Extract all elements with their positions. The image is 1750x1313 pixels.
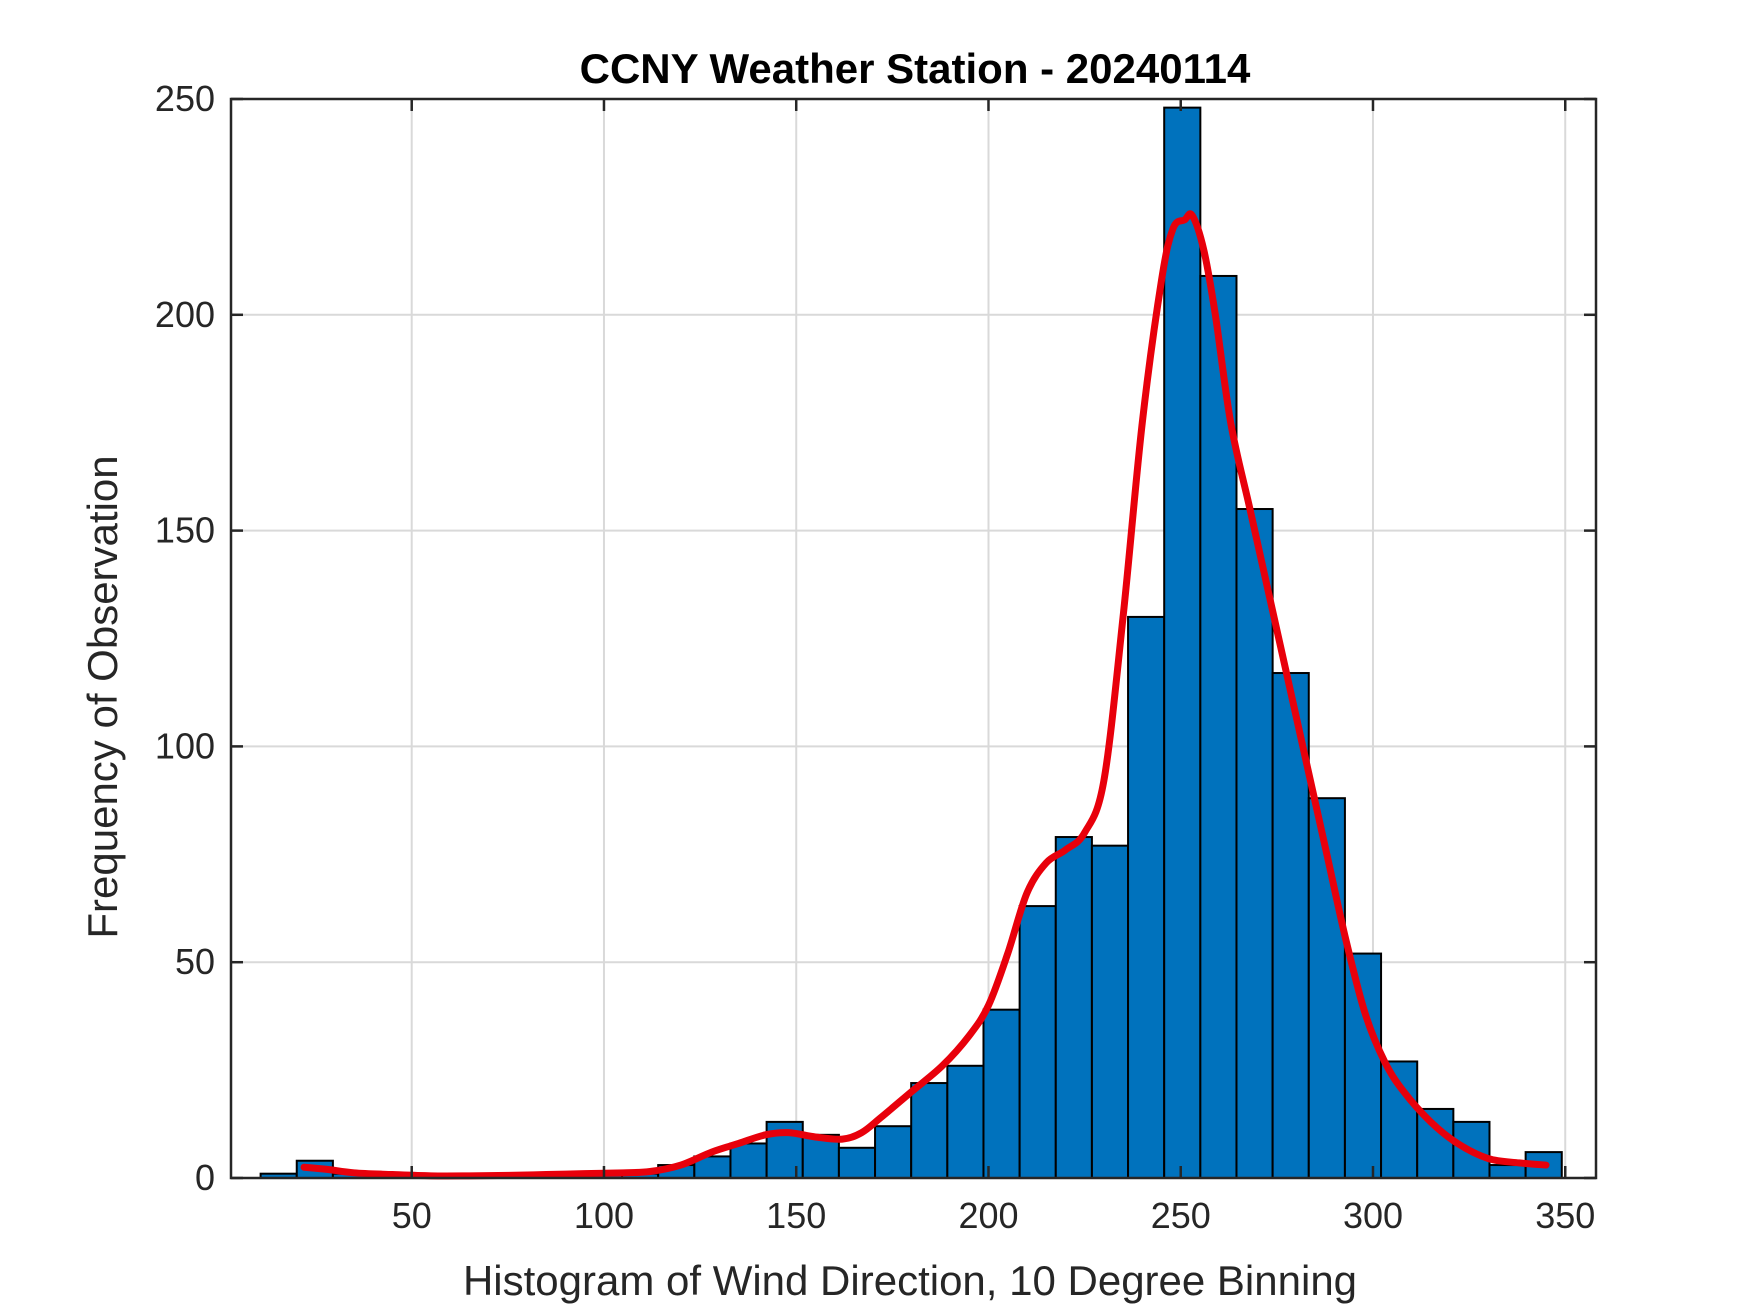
histogram-bar bbox=[1199, 274, 1238, 1179]
x-tick-label: 150 bbox=[766, 1195, 826, 1236]
y-tick-label: 50 bbox=[175, 941, 215, 982]
histogram-bar bbox=[1416, 1107, 1455, 1179]
histogram-bar bbox=[874, 1125, 913, 1180]
histogram-bar bbox=[1163, 106, 1202, 1180]
y-tick-label: 0 bbox=[195, 1157, 215, 1198]
y-axis-label: Frequency of Observation bbox=[79, 455, 126, 938]
y-tick-labels: 0 50 100 150 200 250 bbox=[155, 78, 215, 1198]
x-tick-label: 250 bbox=[1151, 1195, 1211, 1236]
x-tick-label: 50 bbox=[392, 1195, 432, 1236]
x-axis-label: Histogram of Wind Direction, 10 Degree B… bbox=[463, 1257, 1357, 1304]
histogram-bar bbox=[1127, 615, 1166, 1179]
density-curve-line bbox=[300, 210, 1550, 1180]
histogram-bar bbox=[910, 1082, 949, 1179]
histogram-bar bbox=[729, 1142, 768, 1180]
histogram-bar bbox=[1054, 836, 1093, 1179]
histogram-bar bbox=[1380, 1060, 1419, 1180]
y-tick-label: 150 bbox=[155, 510, 215, 551]
y-tick-label: 200 bbox=[155, 294, 215, 335]
axes-box bbox=[229, 97, 1598, 1180]
x-tick-labels: 50 100 150 200 250 300 350 bbox=[392, 1195, 1596, 1236]
density-curve bbox=[300, 210, 1550, 1180]
axes-frame bbox=[229, 97, 1598, 1180]
histogram-bar bbox=[1343, 952, 1383, 1179]
histogram-bar bbox=[982, 1008, 1021, 1180]
chart-title: CCNY Weather Station - 20240114 bbox=[580, 45, 1251, 92]
histogram-bar bbox=[1235, 508, 1274, 1179]
histogram-bar bbox=[1090, 844, 1130, 1180]
histogram-bar bbox=[1488, 1164, 1527, 1180]
y-tick-label: 100 bbox=[155, 725, 215, 766]
histogram-bar bbox=[837, 1146, 877, 1179]
x-tick-label: 350 bbox=[1535, 1195, 1595, 1236]
x-tick-label: 300 bbox=[1343, 1195, 1403, 1236]
y-tick-label: 250 bbox=[155, 78, 215, 119]
x-tick-label: 200 bbox=[958, 1195, 1018, 1236]
histogram-bar bbox=[946, 1064, 985, 1180]
histogram-bar bbox=[1018, 905, 1057, 1179]
x-tick-label: 100 bbox=[574, 1195, 634, 1236]
